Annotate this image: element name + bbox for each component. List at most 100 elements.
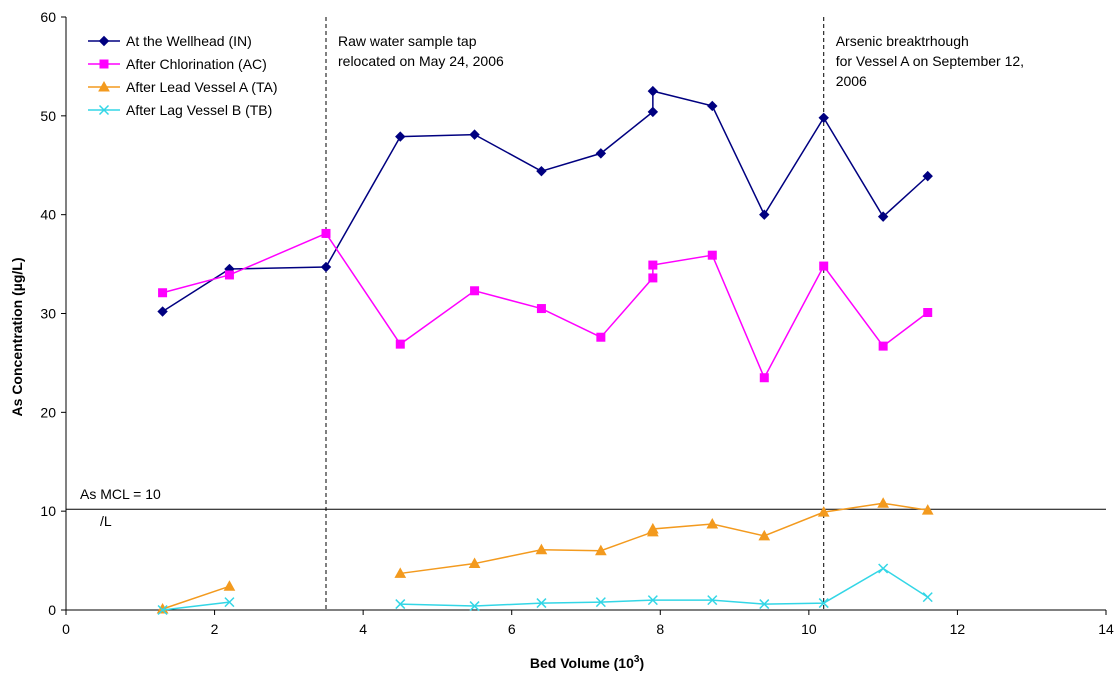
x-tick-label: 12 (950, 621, 966, 637)
series-line (400, 502, 928, 575)
data-point-x (595, 597, 606, 608)
y-ticks: 0 10 20 30 40 50 60 (40, 9, 66, 618)
data-point-triangle (877, 497, 889, 508)
data-point-x (647, 595, 658, 606)
data-point-diamond (536, 165, 547, 177)
event-annotation-line: for Vessel A on September 12, (836, 53, 1024, 69)
x-tick-label: 8 (656, 621, 664, 637)
data-point-square (158, 288, 168, 298)
data-point-diamond (647, 85, 659, 97)
data-point-x-stroke (647, 595, 658, 606)
data-point-diamond (595, 148, 607, 159)
data-point-square (99, 59, 109, 69)
series-line (162, 585, 230, 610)
data-point-square (759, 373, 769, 383)
data-point-diamond (469, 129, 480, 140)
data-point-square (878, 341, 888, 351)
x-tick-label: 2 (211, 621, 219, 637)
y-tick-label: 30 (40, 306, 56, 322)
data-point-square (596, 332, 606, 342)
series-after-lag-vessel-b-tb (157, 563, 933, 616)
data-point-x-stroke (878, 563, 889, 574)
data-point-triangle (817, 506, 830, 517)
data-point-square (648, 260, 658, 270)
data-point-triangle (535, 543, 548, 555)
series-line (162, 90, 929, 313)
data-point-diamond (647, 106, 659, 118)
data-point-triangle (394, 567, 407, 578)
data-point-diamond (877, 211, 889, 222)
data-point-triangle (921, 504, 934, 515)
legend-item: After Lead Vessel A (TA) (88, 79, 277, 95)
x-tick-label: 6 (508, 621, 516, 637)
x-tick-label: 10 (801, 621, 817, 637)
data-point-diamond (320, 261, 332, 273)
data-point-x-stroke (922, 592, 933, 603)
legend: At the Wellhead (IN) After Chlorination (… (88, 33, 277, 118)
data-point-x-stroke (759, 599, 770, 610)
series-line (162, 601, 230, 611)
data-point-x-stroke (818, 598, 829, 609)
data-point-x (224, 597, 235, 608)
x-tick-label: 14 (1098, 621, 1114, 637)
y-tick-label: 20 (40, 404, 56, 420)
data-point-x-stroke (98, 104, 110, 116)
event-annotation-line: Arsenic breaktrhough (836, 33, 969, 49)
data-point-x-stroke (707, 595, 718, 606)
x-tick-label: 0 (62, 621, 70, 637)
data-point-square (707, 250, 717, 260)
legend-label: At the Wellhead (IN) (126, 33, 252, 49)
legend-item: After Chlorination (AC) (88, 56, 267, 72)
x-axis-title: Bed Volume (103) (530, 654, 644, 671)
data-point-triangle (758, 529, 771, 541)
data-point-square (819, 261, 829, 271)
data-point-diamond (395, 131, 406, 142)
series-after-lead-vessel-a-ta (156, 497, 934, 614)
data-point-square (470, 286, 480, 296)
event-annotation-line: relocated on May 24, 2006 (338, 53, 504, 69)
data-point-x-stroke (595, 597, 606, 608)
series-after-chlorination-ac (158, 228, 933, 383)
event-annotation-line: 2006 (836, 73, 867, 89)
legend-item: After Lag Vessel B (TB) (88, 102, 272, 118)
series-line (162, 232, 929, 380)
data-point-x (157, 604, 168, 616)
data-point-triangle (706, 517, 719, 529)
data-point-x (536, 598, 547, 609)
data-point-diamond (922, 170, 933, 182)
legend-item: At the Wellhead (IN) (88, 33, 252, 49)
data-point-square (648, 273, 658, 283)
data-point-triangle (595, 544, 607, 556)
mcl-label: As MCL = 10 (80, 486, 161, 502)
y-tick-label: 60 (40, 9, 56, 25)
data-point-x-stroke (536, 598, 547, 609)
data-point-square (923, 308, 933, 318)
data-point-diamond (98, 35, 110, 47)
event-annotation-line: Raw water sample tap (338, 33, 477, 49)
data-point-x (818, 598, 829, 609)
series (156, 85, 934, 616)
x-tick-label: 4 (359, 621, 367, 637)
legend-label: After Lag Vessel B (TB) (126, 102, 272, 118)
data-point-x (395, 599, 406, 610)
y-axis-title: As Concentration (µg/L) (9, 258, 25, 417)
y-tick-label: 40 (40, 207, 56, 223)
data-point-diamond (759, 209, 770, 220)
data-point-square (536, 304, 546, 314)
data-point-x (98, 104, 110, 116)
data-point-triangle (647, 522, 659, 534)
data-point-diamond (157, 306, 168, 317)
data-point-diamond (707, 100, 718, 112)
data-point-x (878, 563, 889, 574)
data-point-x-stroke (157, 604, 168, 616)
data-point-x-stroke (395, 599, 406, 610)
axes: 0 10 20 30 40 50 60 0 2 4 6 8 10 12 14 (40, 9, 1114, 637)
data-point-square (395, 339, 405, 349)
data-point-x (759, 599, 770, 610)
data-point-x (922, 592, 933, 603)
series-line (400, 567, 929, 607)
data-point-diamond (818, 112, 829, 124)
data-point-triangle (468, 557, 481, 569)
series-at-the-wellhead-in (157, 85, 933, 317)
